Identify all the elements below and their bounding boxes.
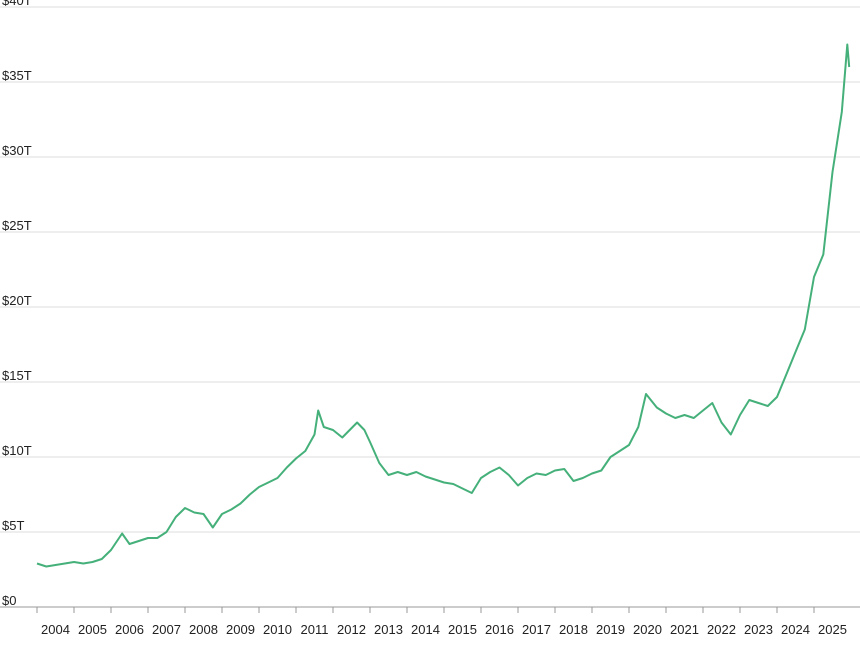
x-tick-label: 2004: [41, 622, 70, 637]
x-tick-label: 2022: [707, 622, 736, 637]
x-tick-label: 2025: [818, 622, 847, 637]
x-tick-label: 2017: [522, 622, 551, 637]
y-tick-label: $15T: [2, 368, 32, 383]
y-tick-label: $0: [2, 593, 16, 608]
x-tick-label: 2005: [78, 622, 107, 637]
x-tick-label: 2016: [485, 622, 514, 637]
x-tick-label: 2018: [559, 622, 588, 637]
y-tick-label: $5T: [2, 518, 24, 533]
y-tick-label: $25T: [2, 218, 32, 233]
x-tick-label: 2023: [744, 622, 773, 637]
y-tick-label: $10T: [2, 443, 32, 458]
x-tick-label: 2010: [263, 622, 292, 637]
y-tick-label: $35T: [2, 68, 32, 83]
x-tick-label: 2024: [781, 622, 810, 637]
x-tick-label: 2020: [633, 622, 662, 637]
x-tick-label: 2014: [411, 622, 440, 637]
y-tick-label: $40T: [2, 0, 32, 8]
x-tick-label: 2011: [301, 622, 329, 637]
x-tick-label: 2009: [226, 622, 255, 637]
data-line: [36, 43, 851, 568]
y-tick-label: $30T: [2, 143, 32, 158]
x-tick-label: 2012: [337, 622, 366, 637]
x-tick-label: 2006: [115, 622, 144, 637]
x-tick-label: 2008: [189, 622, 218, 637]
y-tick-label: $20T: [2, 293, 32, 308]
x-tick-label: 2015: [448, 622, 477, 637]
x-tick-label: 2019: [596, 622, 625, 637]
x-tick-label: 2021: [670, 622, 699, 637]
x-tick-label: 2007: [152, 622, 181, 637]
x-tick-label: 2013: [374, 622, 403, 637]
